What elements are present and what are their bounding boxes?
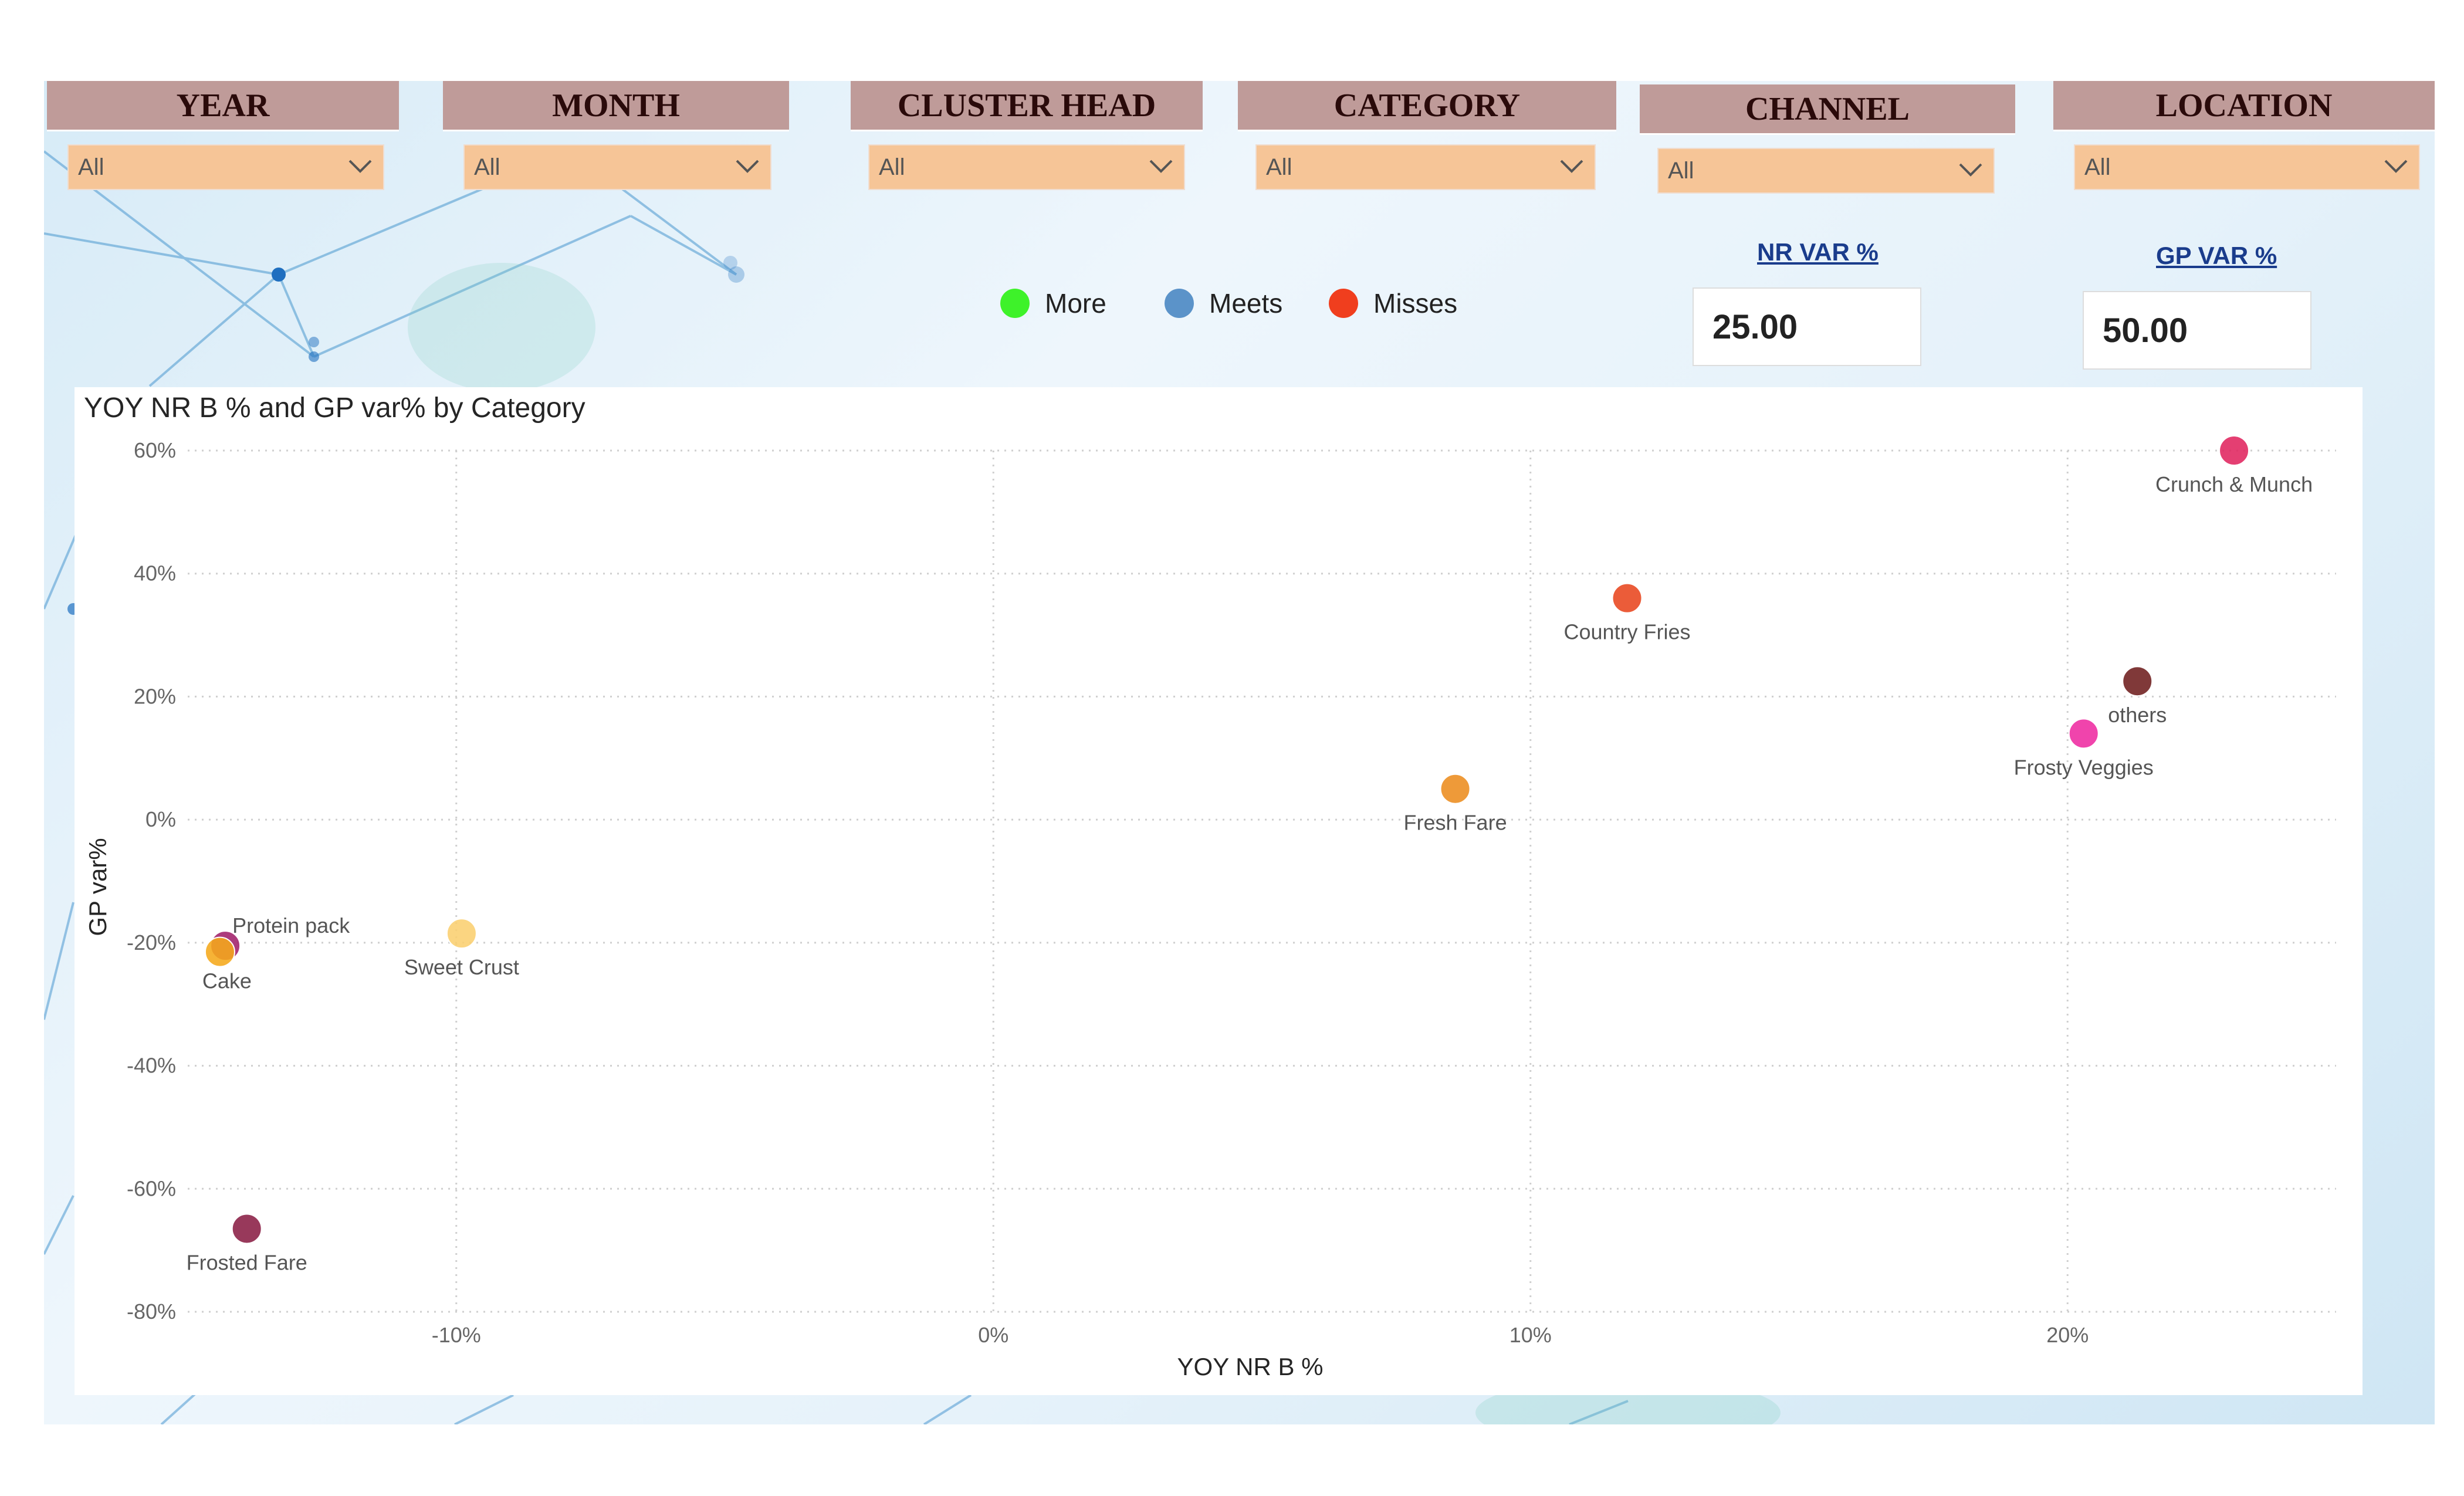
x-axis-title: YOY NR B % — [1177, 1353, 1324, 1380]
filter-month-value: All — [474, 154, 500, 180]
chevron-down-icon — [736, 160, 759, 173]
filter-category-dropdown[interactable]: All — [1255, 144, 1596, 190]
nr-var-card: 25.00 — [1693, 287, 1921, 366]
data-point-frosted-fare[interactable] — [231, 1213, 262, 1244]
chevron-down-icon — [348, 160, 372, 173]
y-tick-label: 40% — [134, 561, 176, 585]
x-tick-label: 20% — [2046, 1323, 2089, 1347]
filter-channel-dropdown[interactable]: All — [1657, 148, 1995, 194]
y-tick-label: -20% — [127, 930, 176, 955]
legend-item-meets[interactable]: Meets — [1165, 287, 1282, 319]
filter-year-title: YEAR — [47, 81, 399, 131]
data-point-others[interactable] — [2122, 666, 2153, 697]
filter-cluster-head-dropdown[interactable]: All — [868, 144, 1185, 190]
x-tick-label: -10% — [432, 1323, 481, 1347]
data-label-frosted-fare: Frosted Fare — [187, 1250, 307, 1274]
filter-year-dropdown[interactable]: All — [67, 144, 384, 190]
filter-location-dropdown[interactable]: All — [2074, 144, 2420, 190]
legend-dot-icon — [1000, 289, 1030, 318]
y-tick-label: -80% — [127, 1299, 176, 1324]
legend-label: Misses — [1373, 288, 1458, 319]
data-label-fresh-fare: Fresh Fare — [1404, 811, 1507, 835]
y-tick-label: -40% — [127, 1054, 176, 1078]
legend-item-misses[interactable]: Misses — [1329, 287, 1457, 319]
chevron-down-icon — [1149, 160, 1173, 173]
data-label-others: others — [2108, 703, 2167, 727]
legend-dot-icon — [1329, 289, 1358, 318]
scatter-chart-panel: YOY NR B % and GP var% by Category 60% 40… — [75, 387, 2363, 1395]
data-point-frosty-veggies[interactable] — [2068, 718, 2099, 749]
y-axis-title: GP var% — [84, 838, 111, 936]
legend-label: More — [1045, 288, 1106, 319]
legend-item-more[interactable]: More — [1000, 287, 1106, 319]
filter-category-value: All — [1266, 154, 1292, 180]
data-point-cake[interactable] — [204, 936, 235, 967]
legend-label: Meets — [1209, 288, 1283, 319]
gp-var-link[interactable]: GP VAR % — [2156, 242, 2277, 269]
filter-location-title: LOCATION — [2053, 81, 2435, 131]
filter-channel-value: All — [1668, 157, 1694, 184]
scatter-plot: 60% 40% 20% 0% -20% -40% -60% -80% -10% 0% 10% 20%… — [84, 435, 2336, 1380]
data-point-crunch-munch[interactable] — [2219, 435, 2250, 466]
filter-month-dropdown[interactable]: All — [463, 144, 771, 190]
filter-month-title: MONTH — [443, 81, 789, 131]
data-point-fresh-fare[interactable] — [1440, 773, 1471, 804]
chevron-down-icon — [1959, 163, 1982, 177]
data-label-sweet-crust: Sweet Crust — [404, 955, 519, 979]
data-label-crunch-munch: Crunch & Munch — [2155, 472, 2313, 496]
y-tick-label: 0% — [145, 807, 176, 831]
x-tick-label: 0% — [978, 1323, 1008, 1347]
legend-dot-icon — [1165, 289, 1194, 318]
nr-var-link[interactable]: NR VAR % — [1757, 238, 1879, 266]
data-point-country-fries[interactable] — [1612, 583, 1643, 614]
dashboard-canvas: YEAR All MONTH All CLUSTER HEAD All CATE… — [44, 81, 2435, 1424]
filter-location-value: All — [2084, 154, 2111, 180]
data-label-frosty-veggies: Frosty Veggies — [2014, 755, 2154, 779]
y-tick-label: 60% — [134, 438, 176, 462]
gp-var-card: 50.00 — [2083, 291, 2311, 370]
chevron-down-icon — [1560, 160, 1583, 173]
data-point-sweet-crust[interactable] — [446, 918, 477, 949]
chevron-down-icon — [2384, 160, 2408, 173]
data-label-cake: Cake — [202, 969, 252, 993]
filter-cluster-head-value: All — [879, 154, 905, 180]
filter-cluster-head-title: CLUSTER HEAD — [851, 81, 1203, 131]
filter-category-title: CATEGORY — [1238, 81, 1616, 131]
data-label-protein-pack: Protein pack — [232, 913, 350, 937]
x-tick-label: 10% — [1509, 1323, 1552, 1347]
data-label-country-fries: Country Fries — [1564, 620, 1691, 644]
gp-var-value: 50.00 — [2103, 311, 2188, 350]
nr-var-value: 25.00 — [1712, 307, 1798, 346]
filter-year-value: All — [78, 154, 104, 180]
y-tick-label: -60% — [127, 1176, 176, 1200]
filter-channel-title: CHANNEL — [1640, 84, 2015, 135]
y-tick-label: 20% — [134, 684, 176, 708]
chart-title: YOY NR B % and GP var% by Category — [84, 392, 585, 424]
